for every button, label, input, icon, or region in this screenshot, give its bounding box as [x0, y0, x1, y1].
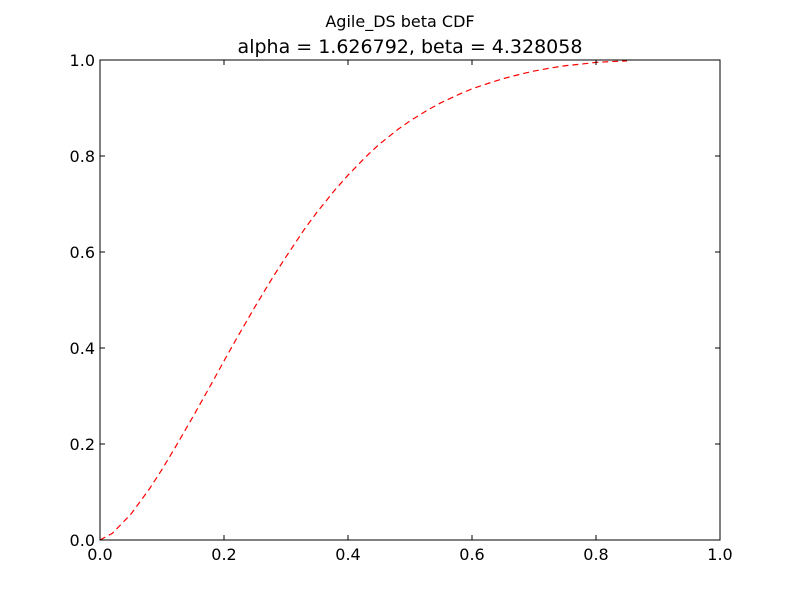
x-tick-label: 0.6	[459, 545, 484, 564]
y-tick-label: 0.2	[70, 435, 95, 454]
x-tick-label: 0.4	[335, 545, 360, 564]
y-tick-label: 0.4	[70, 339, 95, 358]
plot-frame	[99, 59, 721, 541]
plot-area: 0.0 0.2 0.4 0.6 0.8 1.0 0.0 0.2 0.4 0.6 0.8 1.0	[70, 51, 733, 564]
y-tick-label: 0.6	[70, 243, 95, 262]
x-tick-label: 0.8	[583, 545, 608, 564]
y-tick-label: 1.0	[70, 51, 95, 70]
chart-title: alpha = 1.626792, beta = 4.328058	[238, 36, 583, 58]
chart-suptitle: Agile_DS beta CDF	[325, 12, 474, 32]
x-tick-label: 1.0	[707, 545, 732, 564]
x-tick-label: 0.0	[87, 545, 112, 564]
y-tick-label: 0.8	[70, 147, 95, 166]
y-tick-label: 0.0	[70, 531, 95, 550]
x-tick-label: 0.2	[211, 545, 236, 564]
series-line-0	[99, 60, 628, 541]
